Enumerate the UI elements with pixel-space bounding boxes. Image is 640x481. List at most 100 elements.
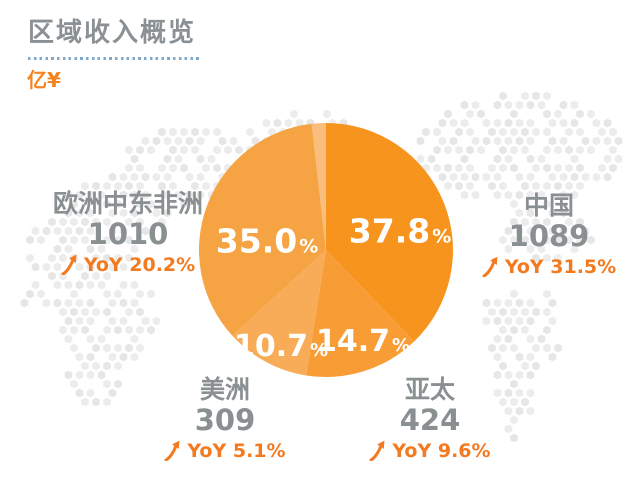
map-dot [136,217,144,227]
map-dot [576,109,584,119]
region-value: 309 [194,402,256,437]
map-dot [103,379,111,389]
map-dot [499,325,507,335]
map-dot [130,280,139,290]
map-dot [114,325,122,335]
pct-value: 14.7 [315,324,390,359]
map-dot [482,298,491,308]
map-dot [537,190,546,200]
map-dot [565,181,573,191]
map-dot [521,235,529,245]
map-dot [103,361,111,371]
map-dot [147,289,155,299]
map-dot [163,154,172,164]
percent-sign: % [391,335,411,356]
map-dot [493,154,502,164]
map-dot [526,172,535,182]
map-dot [521,145,529,155]
map-dot [504,136,513,146]
map-dot [180,199,188,209]
map-dot [103,307,111,317]
map-dot [477,109,485,119]
map-dot [169,127,177,137]
map-dot [158,181,166,191]
map-dot [158,127,166,137]
map-dot [581,136,590,146]
map-dot [130,352,139,362]
map-dot [103,343,111,353]
map-dot [592,136,601,146]
map-dot [86,280,95,290]
map-dot [554,253,562,263]
map-dot [488,307,496,317]
map-dot [136,199,144,209]
map-dot [64,190,73,200]
map-dot [559,100,568,110]
map-dot [488,163,496,173]
map-dot [92,181,100,191]
yoy-text: YoY 9.6% [392,439,491,462]
map-dot [510,163,518,173]
map-dot [130,208,139,218]
map-dot [526,334,535,344]
map-dot [548,208,557,218]
map-dot [526,100,535,110]
map-dot [70,235,78,245]
map-dot [53,226,62,236]
map-dot [543,325,551,335]
percent-sign: % [309,340,329,361]
map-dot [614,154,623,164]
map-dot [543,253,551,263]
map-dot [86,190,95,200]
map-dot [482,316,491,326]
map-dot [460,100,469,110]
map-dot [81,397,89,407]
map-dot [515,406,524,416]
map-dot [196,190,205,200]
map-dot [455,145,463,155]
yoy-text: YoY 31.5% [504,255,617,278]
map-dot [59,307,67,317]
map-dot [130,190,139,200]
map-dot [42,262,51,272]
map-dot [130,298,139,308]
map-dot [136,145,144,155]
map-dot [598,127,606,137]
map-dot [548,136,557,146]
map-dot [81,307,89,317]
map-dot [537,154,546,164]
map-dot [499,127,507,137]
map-dot [543,181,551,191]
map-dot [196,172,205,182]
map-dot [53,298,62,308]
map-dot [191,181,199,191]
map-dot [75,208,84,218]
map-dot [163,136,172,146]
map-dot [570,172,579,182]
map-dot [537,100,546,110]
map-dot [466,127,474,137]
map-dot [471,190,480,200]
map-dot [75,280,84,290]
map-dot [59,217,67,227]
map-dot [284,118,293,128]
map-dot [510,343,518,353]
map-dot [504,118,513,128]
map-dot [97,370,106,380]
yoy-row: YoY 9.6% [345,440,515,462]
map-dot [554,343,562,353]
map-dot [587,109,595,119]
map-dot [185,172,194,182]
map-dot [141,172,150,182]
map-dot [53,244,62,254]
map-dot [86,244,95,254]
map-dot [444,181,452,191]
map-dot [119,226,128,236]
yoy-text: YoY 5.1% [187,439,286,462]
map-dot [548,118,557,128]
map-dot [504,424,513,434]
map-dot [603,136,612,146]
map-dot [108,388,117,398]
map-dot [576,163,584,173]
map-dot [81,271,89,281]
